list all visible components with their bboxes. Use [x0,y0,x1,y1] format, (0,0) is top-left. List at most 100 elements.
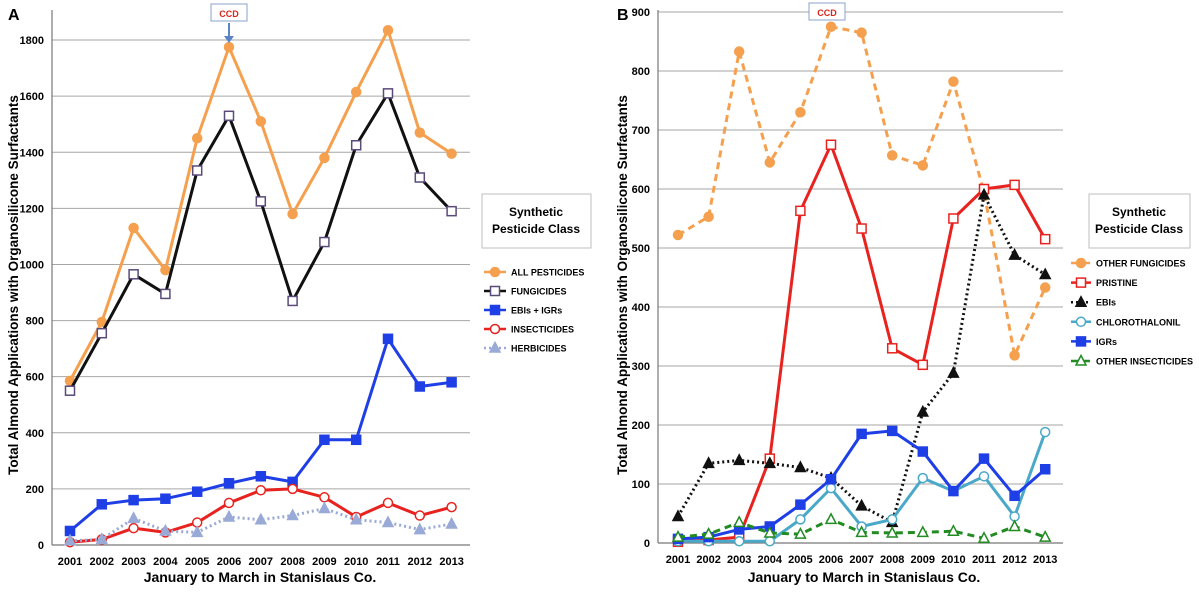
legend-items-a: ALL PESTICIDES FUNGICIDES EBIs + IGRs INSEC… [484,266,584,354]
legend-title-box-b [1088,193,1191,249]
data-point [825,21,837,32]
legend-item: CHLOROTHALONIL [1071,316,1181,327]
legend-item: ALL PESTICIDES [484,266,584,278]
data-point [63,533,77,546]
data-point [947,365,960,378]
series-line [676,193,1047,524]
y-tick-label: 800 [26,316,44,328]
data-point [446,501,457,513]
x-tick-label: 2012 [1002,554,1026,566]
x-tick-label: 2012 [408,556,432,568]
data-point [319,492,330,503]
data-point [255,116,267,127]
data-point [1009,179,1020,191]
x-tick-label: 2006 [217,556,241,568]
data-point [856,27,867,38]
legend-label: OTHER INSECTICIDES [1096,357,1193,367]
ccd-label-a: CCD [219,9,239,19]
data-point [977,531,991,544]
data-point [795,499,806,510]
data-point [318,501,331,514]
legend-swatch-marker [489,304,501,316]
series-line [677,25,1047,357]
data-point [795,205,806,217]
ccd-annotation-b: CCD [808,2,846,21]
data-point [885,525,899,538]
data-point [855,498,868,511]
data-point [446,205,457,217]
data-point [764,157,776,168]
x-tick-label: 2008 [280,556,304,568]
data-point [1038,529,1052,542]
data-point [255,196,267,207]
legend-swatch-marker [1074,353,1088,366]
data-point [223,110,235,122]
legend-label: HERBICIDES [511,344,567,354]
legend-swatch-marker [488,340,502,353]
legend-label: EBIs + IGRs [511,306,562,316]
data-point [254,512,268,525]
x-tick-label: 2010 [941,554,965,566]
y-tick-label: 0 [644,538,650,550]
legend-items-b: OTHER FUNGICIDES PRISTINE EBIs CHLOROTHALON… [1071,257,1193,367]
data-point [948,485,959,497]
data-point [128,494,139,506]
data-point [95,532,109,545]
data-point [977,187,991,200]
data-point [381,515,395,528]
y-tick-label: 400 [632,302,650,314]
data-point [350,434,362,446]
data-point [763,525,777,538]
data-point [446,148,457,159]
x-tick-label: 2005 [185,556,209,568]
data-point [1008,247,1021,260]
y-tick-label: 200 [632,420,650,432]
y-tick-label: 1200 [20,203,44,215]
x-tick-label: 2009 [911,554,935,566]
series-igrs [672,425,1051,545]
ccd-arrow-head-a [224,36,234,43]
legend-swatch-marker [1075,257,1087,269]
legend-label: EBIs [1096,298,1116,308]
data-point [446,377,457,388]
legend-item: INSECTICIDES [484,323,574,335]
x-tick-label: 2004 [758,554,783,566]
axes-a [51,10,470,546]
y-tick-label: 700 [632,125,650,137]
legend-swatch-marker [489,285,501,297]
data-point [855,525,868,538]
data-point [159,523,172,536]
data-point [947,524,960,536]
ccd-box-a [210,3,248,22]
data-point [763,456,777,469]
y-tick-label: 300 [632,361,650,373]
data-point [886,425,898,437]
gridlines-a [52,39,470,490]
data-point [350,86,362,98]
y-tick-labels-b: 0 100 200 300 400 500 600 700 800 900 [632,7,650,550]
data-point [223,41,235,53]
data-point [160,264,171,276]
legend-label: ALL PESTICIDES [511,268,584,278]
legend-title-line2-a: Pesticide Class [492,222,580,236]
x-tick-label: 2007 [849,554,873,566]
legend-swatch-marker [489,323,501,335]
y-axis-label-a: Total Almond Applications with Organosil… [6,95,21,475]
panel-label-b: B [617,7,629,24]
data-point [732,453,746,466]
data-point [917,446,929,457]
data-point [96,327,108,339]
chart-panel-a: A Total Almond Applications with Organos… [6,3,592,585]
y-tick-label: 1600 [20,91,44,103]
legend-item: EBIs [1071,295,1116,308]
x-tick-label: 2001 [666,554,690,566]
series-ebis [671,187,1052,528]
data-point [856,428,867,440]
legend-label: IGRs [1096,337,1117,347]
x-tick-label: 2008 [880,554,904,566]
data-point [255,471,267,482]
legend-item: HERBICIDES [484,340,567,354]
series-group-a [63,24,458,548]
y-tick-label: 0 [38,540,44,552]
